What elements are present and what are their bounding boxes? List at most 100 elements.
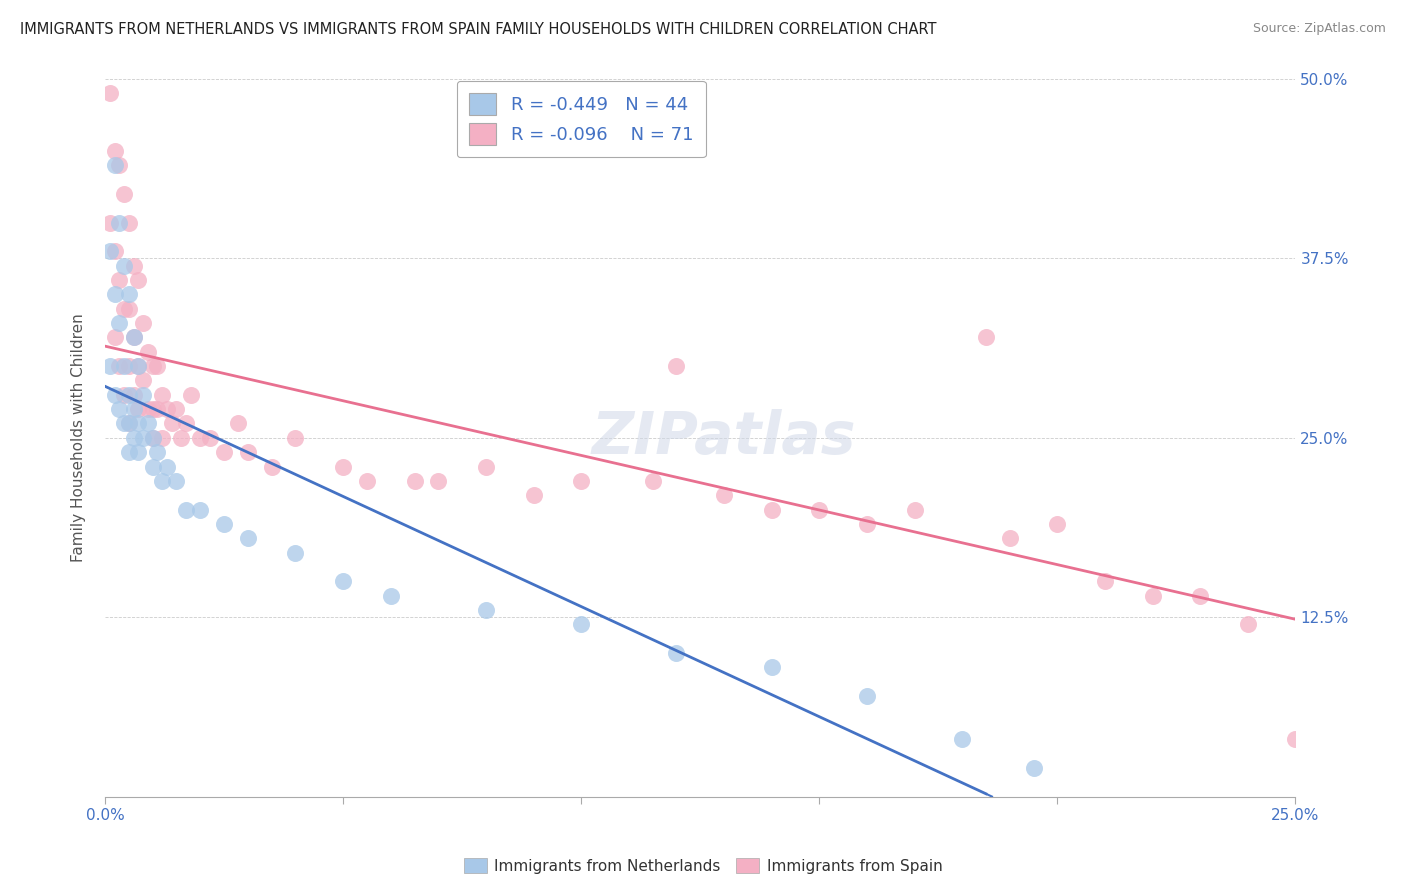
Point bbox=[146, 402, 169, 417]
Point bbox=[108, 316, 131, 330]
Point bbox=[1331, 617, 1354, 632]
Text: ZIPatlas: ZIPatlas bbox=[592, 409, 856, 467]
Point bbox=[522, 488, 544, 502]
Point bbox=[198, 431, 221, 445]
Point bbox=[174, 502, 197, 516]
Point bbox=[146, 445, 169, 459]
Point bbox=[112, 388, 135, 402]
Point bbox=[150, 431, 173, 445]
Point bbox=[118, 417, 141, 431]
Point bbox=[122, 388, 145, 402]
Point bbox=[1308, 603, 1330, 617]
Point bbox=[170, 431, 193, 445]
Point bbox=[665, 359, 688, 373]
Point bbox=[165, 402, 187, 417]
Point bbox=[569, 474, 592, 488]
Point bbox=[112, 259, 135, 273]
Point bbox=[284, 431, 307, 445]
Point bbox=[142, 431, 165, 445]
Point bbox=[856, 689, 879, 703]
Point bbox=[127, 417, 149, 431]
Point bbox=[150, 388, 173, 402]
Point bbox=[136, 417, 159, 431]
Point bbox=[332, 574, 354, 589]
Point bbox=[475, 459, 498, 474]
Point bbox=[569, 617, 592, 632]
Point bbox=[808, 502, 831, 516]
Point bbox=[98, 359, 121, 373]
Point bbox=[98, 244, 121, 259]
Text: Source: ZipAtlas.com: Source: ZipAtlas.com bbox=[1253, 22, 1386, 36]
Point bbox=[212, 516, 235, 531]
Point bbox=[380, 589, 402, 603]
Point bbox=[132, 431, 155, 445]
Point bbox=[228, 417, 250, 431]
Point bbox=[260, 459, 283, 474]
Point bbox=[1142, 589, 1164, 603]
Point bbox=[188, 431, 211, 445]
Point bbox=[127, 359, 149, 373]
Point bbox=[142, 431, 165, 445]
Point bbox=[118, 215, 141, 229]
Point bbox=[475, 603, 498, 617]
Point bbox=[641, 474, 664, 488]
Point bbox=[122, 431, 145, 445]
Point bbox=[112, 186, 135, 201]
Point bbox=[665, 646, 688, 660]
Point bbox=[118, 301, 141, 316]
Point bbox=[761, 502, 783, 516]
Point bbox=[165, 474, 187, 488]
Point bbox=[156, 459, 179, 474]
Point bbox=[127, 445, 149, 459]
Point bbox=[112, 417, 135, 431]
Legend: R = -0.449   N = 44, R = -0.096    N = 71: R = -0.449 N = 44, R = -0.096 N = 71 bbox=[457, 81, 706, 157]
Point bbox=[103, 244, 125, 259]
Point bbox=[108, 215, 131, 229]
Point bbox=[180, 388, 202, 402]
Point bbox=[142, 459, 165, 474]
Point bbox=[174, 417, 197, 431]
Point bbox=[404, 474, 426, 488]
Point bbox=[1379, 617, 1402, 632]
Point bbox=[236, 445, 259, 459]
Point bbox=[122, 330, 145, 344]
Point bbox=[903, 502, 925, 516]
Point bbox=[132, 388, 155, 402]
Point bbox=[127, 359, 149, 373]
Point bbox=[127, 402, 149, 417]
Point bbox=[332, 459, 354, 474]
Point bbox=[118, 417, 141, 431]
Point bbox=[103, 330, 125, 344]
Point bbox=[118, 359, 141, 373]
Point bbox=[108, 158, 131, 172]
Point bbox=[136, 344, 159, 359]
Y-axis label: Family Households with Children: Family Households with Children bbox=[72, 313, 86, 562]
Point bbox=[284, 546, 307, 560]
Point bbox=[103, 388, 125, 402]
Point bbox=[108, 402, 131, 417]
Point bbox=[118, 388, 141, 402]
Point bbox=[146, 359, 169, 373]
Point bbox=[188, 502, 211, 516]
Point bbox=[1284, 732, 1306, 747]
Point bbox=[122, 259, 145, 273]
Point bbox=[427, 474, 450, 488]
Point bbox=[950, 732, 973, 747]
Point bbox=[122, 402, 145, 417]
Point bbox=[98, 215, 121, 229]
Point bbox=[108, 273, 131, 287]
Point bbox=[150, 474, 173, 488]
Point bbox=[136, 402, 159, 417]
Point bbox=[103, 144, 125, 158]
Point bbox=[132, 373, 155, 387]
Point bbox=[1237, 617, 1260, 632]
Text: IMMIGRANTS FROM NETHERLANDS VS IMMIGRANTS FROM SPAIN FAMILY HOUSEHOLDS WITH CHIL: IMMIGRANTS FROM NETHERLANDS VS IMMIGRANT… bbox=[20, 22, 936, 37]
Point bbox=[1046, 516, 1069, 531]
Point bbox=[356, 474, 378, 488]
Point bbox=[761, 660, 783, 674]
Point bbox=[713, 488, 735, 502]
Point bbox=[160, 417, 183, 431]
Point bbox=[112, 359, 135, 373]
Point bbox=[118, 445, 141, 459]
Point bbox=[998, 531, 1021, 545]
